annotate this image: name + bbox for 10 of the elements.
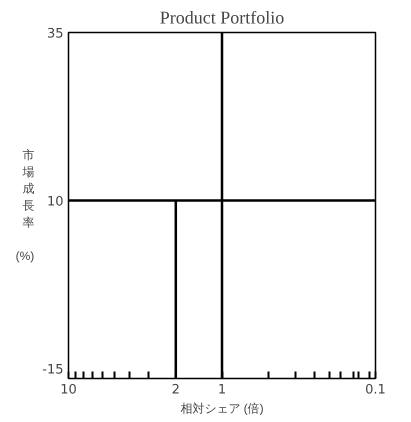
y-tick-label: 35 xyxy=(46,26,64,42)
x-tick-label: 0.1 xyxy=(365,382,386,398)
chart-title: Product Portfolio xyxy=(160,8,284,28)
y-tick-label: 10 xyxy=(46,194,64,210)
x-tick-label: 2 xyxy=(172,382,180,398)
x-tick-label: 1 xyxy=(218,382,226,398)
x-axis-title: 相対シェア (倍) xyxy=(180,402,264,416)
x-tick-label: 10 xyxy=(60,382,77,398)
text: 市場成長率 (%) xyxy=(16,148,34,263)
y-tick-label: -15 xyxy=(42,362,64,378)
